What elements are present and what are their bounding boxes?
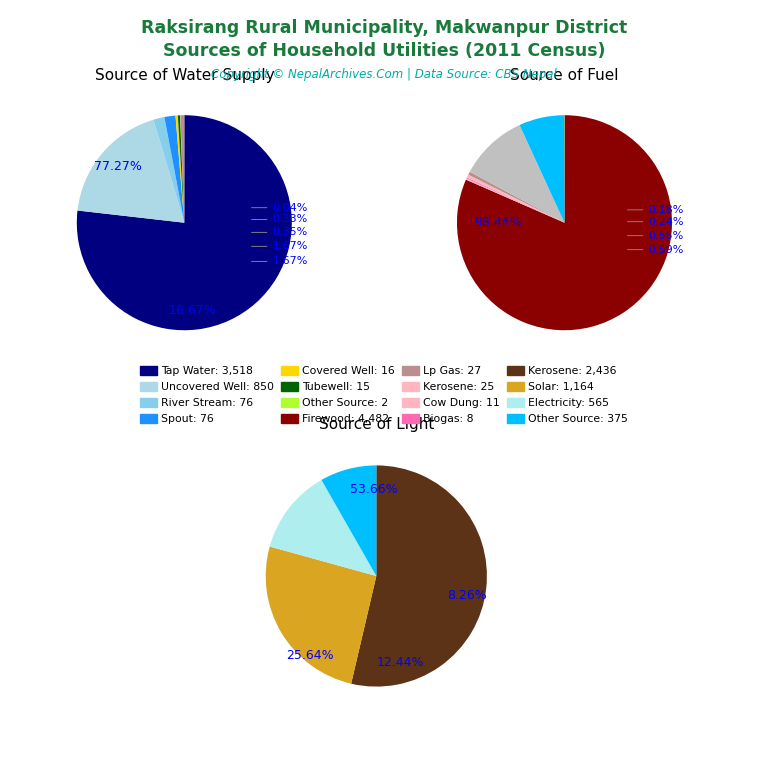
Text: 1.67%: 1.67%	[252, 257, 308, 266]
Wedge shape	[154, 117, 184, 223]
Title: Source of Fuel: Source of Fuel	[510, 68, 619, 83]
Text: 98.44%: 98.44%	[474, 217, 521, 229]
Text: 0.18%: 0.18%	[627, 205, 684, 215]
Wedge shape	[180, 115, 184, 223]
Legend: Tap Water: 3,518, Uncovered Well: 850, River Stream: 76, Spout: 76, Covered Well: Tap Water: 3,518, Uncovered Well: 850, R…	[137, 362, 631, 428]
Wedge shape	[467, 174, 564, 223]
Wedge shape	[466, 178, 564, 223]
Text: 0.55%: 0.55%	[627, 230, 684, 240]
Wedge shape	[164, 115, 184, 223]
Text: 8.26%: 8.26%	[447, 589, 487, 602]
Text: 0.35%: 0.35%	[252, 227, 308, 237]
Title: Source of Water Supply: Source of Water Supply	[94, 68, 274, 83]
Wedge shape	[520, 115, 564, 223]
Text: 77.27%: 77.27%	[94, 161, 141, 174]
Text: 0.59%: 0.59%	[627, 244, 684, 255]
Wedge shape	[180, 115, 184, 223]
Wedge shape	[78, 120, 184, 223]
Wedge shape	[178, 115, 184, 223]
Text: 1.67%: 1.67%	[252, 241, 308, 251]
Wedge shape	[466, 177, 564, 223]
Wedge shape	[457, 115, 672, 330]
Wedge shape	[470, 125, 564, 223]
Text: 0.04%: 0.04%	[252, 203, 308, 213]
Wedge shape	[322, 465, 376, 576]
Text: 25.64%: 25.64%	[286, 649, 334, 662]
Text: 18.67%: 18.67%	[169, 304, 217, 317]
Text: Raksirang Rural Municipality, Makwanpur District: Raksirang Rural Municipality, Makwanpur …	[141, 19, 627, 37]
Wedge shape	[468, 172, 564, 223]
Wedge shape	[266, 547, 376, 684]
Title: Source of Light: Source of Light	[319, 418, 434, 432]
Wedge shape	[270, 480, 376, 576]
Wedge shape	[77, 115, 292, 330]
Text: 0.33%: 0.33%	[252, 214, 308, 224]
Wedge shape	[351, 465, 487, 687]
Text: Sources of Household Utilities (2011 Census): Sources of Household Utilities (2011 Cen…	[163, 42, 605, 60]
Text: 53.66%: 53.66%	[350, 483, 398, 496]
Wedge shape	[175, 115, 184, 223]
Text: Copyright © NepalArchives.Com | Data Source: CBS Nepal: Copyright © NepalArchives.Com | Data Sou…	[211, 68, 557, 81]
Text: 0.24%: 0.24%	[627, 217, 684, 227]
Text: 12.44%: 12.44%	[377, 656, 425, 669]
